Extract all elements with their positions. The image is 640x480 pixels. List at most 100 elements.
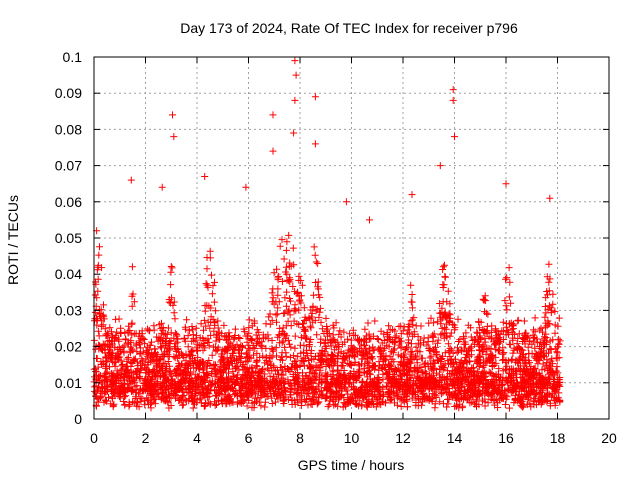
data-point	[200, 316, 208, 324]
x-tick-label: 12	[395, 430, 411, 446]
data-point	[444, 357, 452, 365]
data-point	[333, 366, 341, 374]
data-point	[375, 366, 383, 374]
data-point	[456, 336, 464, 344]
data-point	[410, 365, 418, 373]
data-point	[128, 388, 135, 395]
data-point	[94, 327, 102, 335]
data-point	[495, 387, 503, 395]
data-point	[538, 366, 546, 374]
data-point	[278, 278, 286, 285]
data-point	[144, 359, 152, 366]
data-point	[226, 392, 234, 400]
data-point	[501, 401, 509, 408]
data-point	[426, 354, 434, 362]
data-point	[169, 389, 177, 397]
data-point	[208, 377, 216, 385]
data-point	[183, 316, 191, 324]
data-point	[209, 282, 217, 290]
data-point	[214, 317, 222, 325]
data-point	[231, 325, 239, 333]
data-point	[211, 372, 219, 380]
data-point	[414, 392, 422, 400]
data-point	[498, 386, 506, 394]
data-point	[164, 398, 172, 406]
data-point	[253, 349, 261, 357]
data-point	[542, 309, 550, 317]
data-point	[121, 376, 128, 384]
data-point	[384, 375, 392, 383]
data-point	[414, 402, 422, 410]
y-tick-label: 0.05	[55, 230, 82, 246]
data-point	[299, 375, 307, 383]
data-point	[321, 350, 329, 358]
y-tick-label: 0.07	[55, 158, 82, 174]
data-point	[218, 398, 226, 406]
data-point	[291, 301, 299, 309]
data-point	[216, 335, 224, 343]
data-point	[551, 394, 559, 401]
data-point	[122, 335, 129, 343]
data-point	[154, 337, 162, 345]
data-point	[253, 340, 261, 348]
data-point	[289, 244, 297, 252]
data-point	[212, 361, 219, 369]
data-point	[347, 336, 355, 344]
data-point	[525, 394, 532, 402]
data-point	[205, 342, 213, 350]
data-point	[153, 367, 161, 375]
data-point	[352, 401, 360, 408]
data-point	[311, 251, 319, 259]
data-point	[242, 367, 250, 375]
data-point	[310, 370, 318, 378]
data-point	[521, 340, 529, 348]
data-point	[430, 366, 438, 374]
data-point	[503, 377, 511, 385]
data-point	[391, 327, 399, 335]
data-point	[358, 402, 366, 410]
data-point	[414, 367, 422, 375]
data-point	[95, 251, 103, 259]
data-point	[290, 129, 298, 137]
data-point	[213, 392, 221, 400]
data-point	[396, 371, 404, 379]
data-point	[320, 339, 328, 347]
data-point	[287, 297, 294, 305]
data-point	[344, 390, 352, 398]
data-point	[110, 359, 118, 367]
x-tick-label: 14	[447, 430, 463, 446]
x-axis-label: GPS time / hours	[298, 457, 405, 473]
data-point	[501, 297, 509, 305]
data-point	[283, 332, 291, 340]
data-point	[274, 285, 282, 293]
x-tick-label: 18	[550, 430, 566, 446]
data-point	[546, 275, 554, 283]
y-tick-label: 0.06	[55, 194, 82, 210]
data-point	[505, 385, 513, 393]
data-point	[466, 380, 474, 388]
data-point	[342, 375, 350, 383]
data-point	[507, 299, 515, 307]
data-point	[515, 330, 523, 338]
data-point	[506, 341, 514, 349]
data-point	[292, 71, 300, 79]
data-point	[380, 330, 388, 338]
data-point	[556, 337, 564, 345]
data-point	[262, 320, 270, 328]
data-point	[444, 340, 452, 348]
data-point	[310, 291, 318, 299]
data-point	[385, 388, 392, 396]
data-point	[542, 340, 550, 348]
data-point	[549, 290, 557, 298]
data-point	[462, 394, 470, 402]
data-point	[170, 133, 178, 141]
data-point	[137, 397, 145, 405]
data-point	[364, 319, 372, 327]
data-point	[342, 198, 350, 206]
data-point	[235, 366, 243, 374]
data-point	[329, 368, 337, 376]
data-point	[158, 183, 166, 191]
data-point	[532, 394, 540, 402]
data-point	[189, 404, 197, 412]
data-point	[282, 352, 290, 360]
